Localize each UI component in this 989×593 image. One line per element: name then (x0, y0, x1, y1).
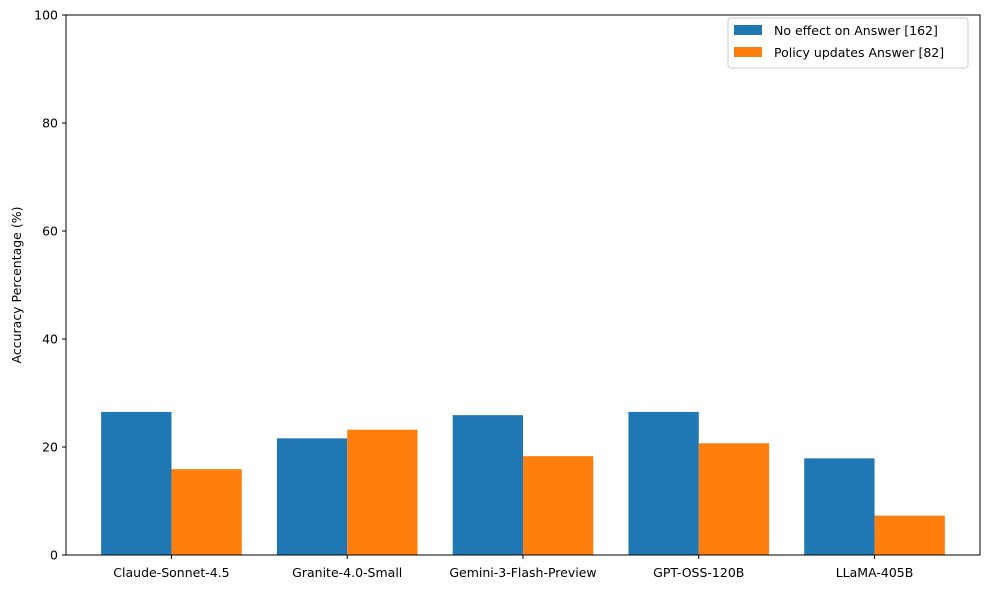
legend-swatch-1 (734, 47, 762, 57)
bar-policy-updates-1 (347, 429, 418, 555)
bar-no-effect-2 (452, 415, 523, 555)
legend-label-0: No effect on Answer [162] (774, 23, 938, 38)
legend-box (727, 17, 969, 69)
x-tick-label-4: LLaMA-405B (836, 565, 914, 580)
y-tick-label-0: 0 (50, 548, 58, 563)
y-tick-label-2: 40 (42, 332, 58, 347)
x-tick-label-2: Gemini-3-Flash-Preview (449, 565, 596, 580)
bar-no-effect-3 (628, 411, 699, 555)
y-tick-label-1: 20 (42, 440, 58, 455)
y-tick-label-4: 80 (42, 116, 58, 131)
legend-label-1: Policy updates Answer [82] (774, 45, 944, 60)
axes-layer: 0 20 40 60 80 100 Claude-Sonnet-4.5 Granite-4.0… (34, 8, 981, 580)
bar-no-effect-1 (276, 438, 348, 555)
x-tick-label-3: GPT-OSS-120B (653, 565, 744, 580)
bar-policy-updates-4 (874, 515, 945, 555)
bar-no-effect-4 (804, 458, 875, 555)
bars-layer (101, 411, 945, 555)
legend-swatch-0 (734, 25, 762, 35)
bar-no-effect-0 (101, 411, 172, 555)
x-tick-label-1: Granite-4.0-Small (292, 565, 402, 580)
y-axis-label: Accuracy Percentage (%) (9, 207, 24, 364)
y-tick-label-5: 100 (34, 8, 58, 23)
bar-policy-updates-0 (171, 469, 242, 555)
bar-policy-updates-2 (523, 456, 594, 555)
x-tick-label-0: Claude-Sonnet-4.5 (113, 565, 229, 580)
legend: No effect on Answer [162] Policy updates … (727, 17, 969, 69)
bar-policy-updates-3 (698, 443, 770, 555)
y-tick-label-3: 60 (42, 224, 58, 239)
